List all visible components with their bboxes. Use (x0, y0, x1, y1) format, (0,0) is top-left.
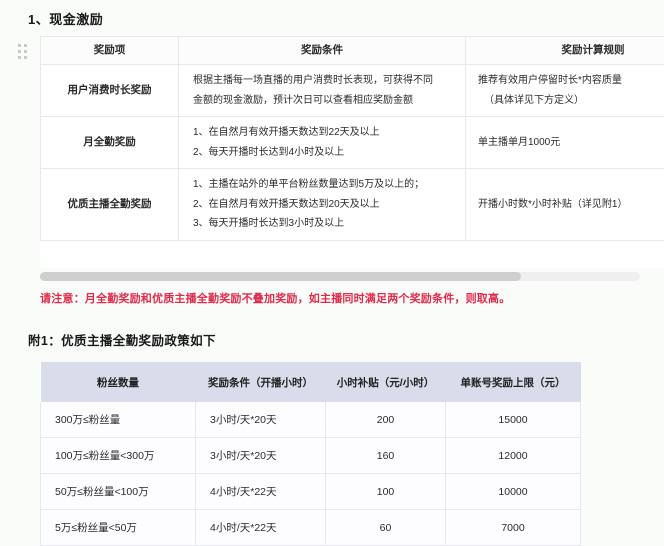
reward-cap-value: 7000 (446, 510, 581, 546)
calculation-line: 开播小时数*小时补贴（详见附1） (478, 195, 664, 215)
reward-calculation-cell: 开播小时数*小时补贴（详见附1） (466, 169, 664, 241)
drag-dot (18, 44, 21, 47)
column-header-cap: 单账号奖励上限（元） (446, 362, 581, 402)
table-row: 50万≤粉丝量<100万 4小时/天*22天 100 10000 (41, 474, 581, 510)
fans-tier-value: 300万≤粉丝量 (41, 402, 196, 438)
reward-cap-value: 10000 (446, 474, 581, 510)
incentive-table-viewport[interactable]: 奖励项 奖励条件 奖励计算规则 用户消费时长奖励 根据主播每一场直播的用户消费时… (40, 36, 664, 268)
horizontal-scrollbar-track[interactable] (40, 272, 640, 281)
appendix-table-wrapper: 粉丝数量 奖励条件（开播小时） 小时补贴（元/小时） 单账号奖励上限（元） 30… (40, 362, 580, 546)
table-row: 100万≤粉丝量<300万 3小时/天*20天 160 12000 (41, 438, 581, 474)
reward-condition-cell: 根据主播每一场直播的用户消费时长表现，可获得不同 金额的现金激励，预计次日可以查… (179, 65, 466, 117)
reward-condition-cell: 1、主播在站外的单平台粉丝数量达到5万及以上的； 2、在自然月有效开播天数达到2… (179, 169, 466, 241)
calculation-line: 推荐有效用户停留时长*内容质量 (478, 71, 664, 91)
hourly-subsidy-value: 100 (326, 474, 446, 510)
condition-line: 1、主播在站外的单平台粉丝数量达到5万及以上的； (193, 175, 451, 195)
column-header-subsidy: 小时补贴（元/小时） (326, 362, 446, 402)
hourly-subsidy-value: 160 (326, 438, 446, 474)
column-header-condition: 奖励条件 (179, 37, 466, 65)
reward-condition-cell: 1、在自然月有效开播天数达到22天及以上 2、每天开播时长达到4小时及以上 (179, 117, 466, 169)
condition-line: 2、每天开播时长达到4小时及以上 (193, 143, 451, 163)
fans-tier-value: 50万≤粉丝量<100万 (41, 474, 196, 510)
condition-line: 根据主播每一场直播的用户消费时长表现，可获得不同 (193, 71, 451, 91)
reward-cap-value: 12000 (446, 438, 581, 474)
reward-calculation-cell: 单主播单月1000元 (466, 117, 664, 169)
reward-item-name: 优质主播全勤奖励 (41, 169, 179, 241)
drag-dot (18, 56, 21, 59)
table-row: 5万≤粉丝量<50万 4小时/天*22天 60 7000 (41, 510, 581, 546)
hourly-subsidy-value: 200 (326, 402, 446, 438)
reward-cap-value: 15000 (446, 402, 581, 438)
condition-line: 3、每天开播时长达到3小时及以上 (193, 214, 451, 234)
column-header-fans: 粉丝数量 (41, 362, 196, 402)
drag-dots-icon[interactable] (18, 44, 30, 62)
table-row: 300万≤粉丝量 3小时/天*20天 200 15000 (41, 402, 581, 438)
condition-line: 1、在自然月有效开播天数达到22天及以上 (193, 123, 451, 143)
appendix-table: 粉丝数量 奖励条件（开播小时） 小时补贴（元/小时） 单账号奖励上限（元） 30… (40, 362, 581, 546)
reward-item-name: 月全勤奖励 (41, 117, 179, 169)
condition-value: 3小时/天*20天 (196, 402, 326, 438)
condition-line: 2、在自然月有效开播天数达到20天及以上 (193, 195, 451, 215)
condition-line: 金额的现金激励，预计次日可以查看相应奖励金额 (193, 91, 451, 111)
table-row: 月全勤奖励 1、在自然月有效开播天数达到22天及以上 2、每天开播时长达到4小时… (41, 117, 664, 169)
fans-tier-value: 100万≤粉丝量<300万 (41, 438, 196, 474)
table-row: 优质主播全勤奖励 1、主播在站外的单平台粉丝数量达到5万及以上的； 2、在自然月… (41, 169, 664, 241)
hourly-subsidy-value: 60 (326, 510, 446, 546)
column-header-condition: 奖励条件（开播小时） (196, 362, 326, 402)
drag-dot (24, 56, 27, 59)
horizontal-scrollbar-thumb[interactable] (40, 272, 521, 281)
drag-dot (18, 50, 21, 53)
column-header-item: 奖励项 (41, 37, 179, 65)
column-header-calculation: 奖励计算规则 (466, 37, 664, 65)
calculation-line: （具体详见下方定义） (478, 91, 664, 111)
table-row: 用户消费时长奖励 根据主播每一场直播的用户消费时长表现，可获得不同 金额的现金激… (41, 65, 664, 117)
fans-tier-value: 5万≤粉丝量<50万 (41, 510, 196, 546)
reward-item-name: 用户消费时长奖励 (41, 65, 179, 117)
table-header-row: 粉丝数量 奖励条件（开播小时） 小时补贴（元/小时） 单账号奖励上限（元） (41, 362, 581, 402)
drag-dot (24, 44, 27, 47)
table-header-row: 奖励项 奖励条件 奖励计算规则 (41, 37, 664, 65)
drag-dot (24, 50, 27, 53)
incentive-table: 奖励项 奖励条件 奖励计算规则 用户消费时长奖励 根据主播每一场直播的用户消费时… (40, 36, 664, 241)
condition-value: 4小时/天*22天 (196, 474, 326, 510)
reward-calculation-cell: 推荐有效用户停留时长*内容质量 （具体详见下方定义） (466, 65, 664, 117)
calculation-line: 单主播单月1000元 (478, 133, 664, 153)
important-notice: 请注意：月全勤奖励和优质主播全勤奖励不叠加奖励，如主播同时满足两个奖励条件，则取… (40, 290, 510, 306)
page-title: 1、现金激励 (28, 9, 103, 28)
appendix-title: 附1：优质主播全勤奖励政策如下 (28, 330, 216, 349)
condition-value: 3小时/天*20天 (196, 438, 326, 474)
condition-value: 4小时/天*22天 (196, 510, 326, 546)
